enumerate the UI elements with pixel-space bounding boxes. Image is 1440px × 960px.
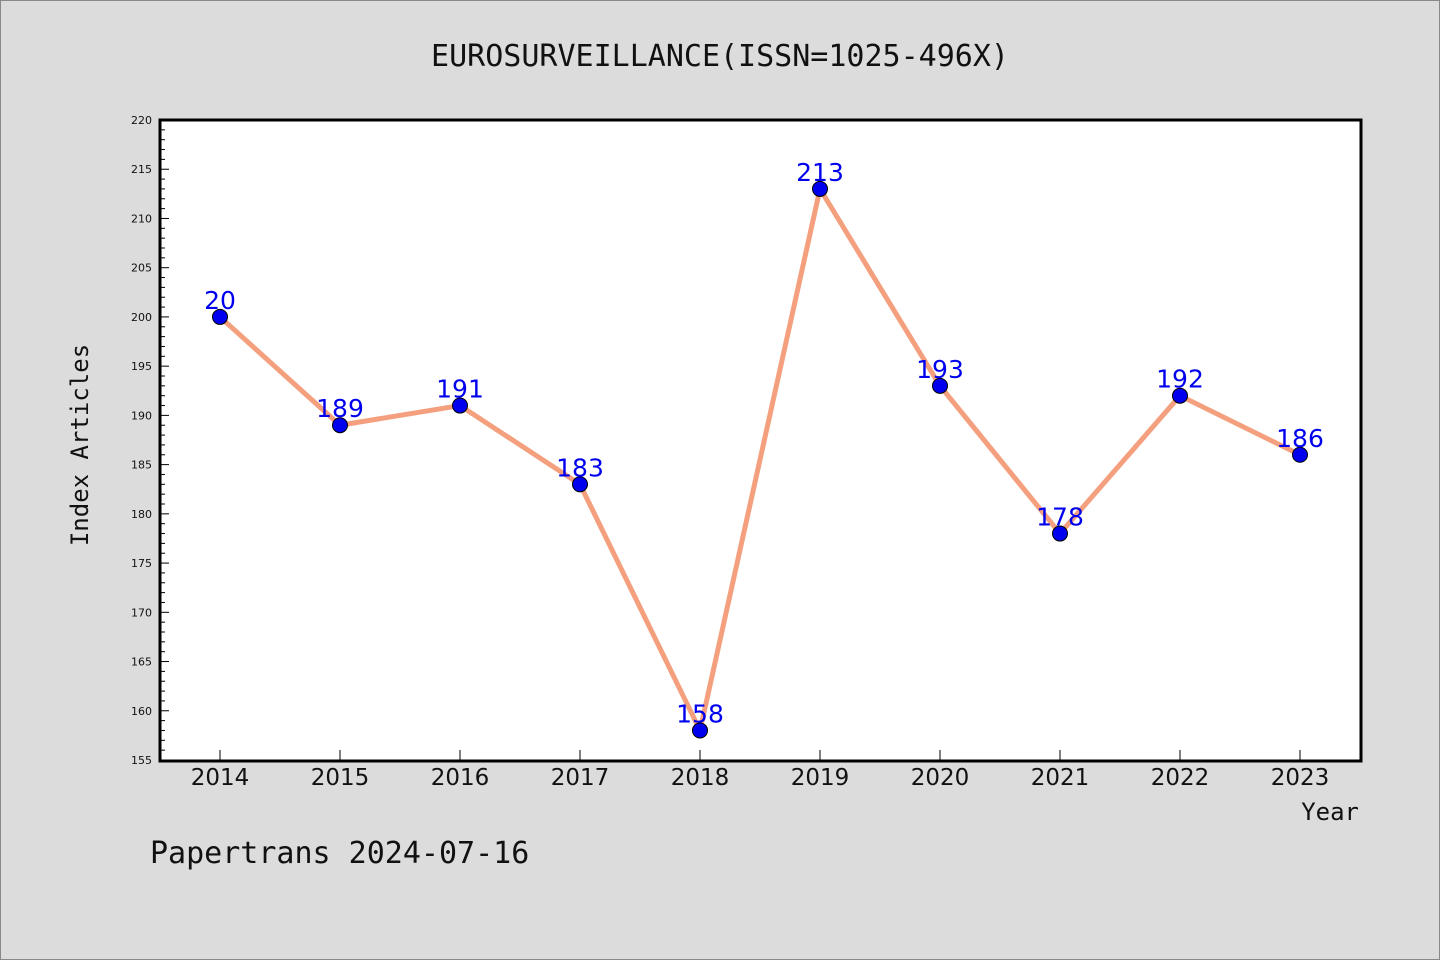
data-label: 186 <box>1276 424 1324 453</box>
y-axis-label: Index Articles <box>66 344 94 546</box>
x-tick-label: 2022 <box>1151 765 1210 791</box>
data-label: 20 <box>204 286 236 315</box>
x-tick-label: 2015 <box>311 765 370 791</box>
y-tick-label: 195 <box>131 360 152 373</box>
data-label: 213 <box>796 158 844 187</box>
y-tick-label: 165 <box>131 656 152 669</box>
data-point <box>572 476 588 493</box>
footer-watermark: Papertrans 2024-07-16 <box>150 836 529 871</box>
y-tick-label: 170 <box>131 606 152 619</box>
data-point <box>692 722 708 739</box>
x-tick-label: 2021 <box>1031 765 1090 791</box>
y-tick-label: 210 <box>131 212 152 225</box>
chart-title: EUROSURVEILLANCE(ISSN=1025-496X) <box>431 39 1009 74</box>
x-axis: 2014 2015 2016 2017 2018 2019 2020 2021 2022 2023 <box>191 750 1330 791</box>
data-point <box>212 308 228 325</box>
data-label: 178 <box>1036 503 1084 532</box>
data-label: 193 <box>916 355 964 384</box>
y-tick-label: 205 <box>131 262 152 275</box>
x-tick-label: 2020 <box>911 765 970 791</box>
series-index-articles: 20 189 191 183 158 213 193 178 192 186 <box>204 158 1324 739</box>
plot-area <box>158 118 1363 763</box>
series-line <box>218 186 1302 733</box>
x-tick-label: 2018 <box>671 765 730 791</box>
x-tick-label: 2016 <box>431 765 490 791</box>
y-tick-label: 160 <box>131 705 152 718</box>
data-label: 183 <box>556 453 604 482</box>
y-tick-label: 155 <box>131 754 152 767</box>
data-label: 191 <box>436 375 484 404</box>
data-point <box>452 397 468 414</box>
y-tick-label: 220 <box>131 114 152 127</box>
y-axis: 155 160 165 170 175 180 185 190 195 200 205 210 215 2… <box>131 114 169 767</box>
data-label: 158 <box>676 699 724 728</box>
data-point <box>1172 387 1188 404</box>
y-tick-label: 185 <box>131 459 152 472</box>
y-tick-label: 215 <box>131 163 152 176</box>
x-tick-label: 2023 <box>1271 765 1330 791</box>
x-axis-label: Year <box>1301 798 1359 826</box>
data-point <box>812 180 828 197</box>
data-point <box>932 377 948 394</box>
data-label: 189 <box>316 394 364 423</box>
data-label: 192 <box>1156 365 1204 394</box>
x-tick-label: 2014 <box>191 765 250 791</box>
y-tick-label: 175 <box>131 557 152 570</box>
y-tick-label: 180 <box>131 508 152 521</box>
data-point <box>332 417 348 434</box>
x-tick-label: 2017 <box>551 765 610 791</box>
y-tick-label: 200 <box>131 311 152 324</box>
data-point <box>1052 525 1068 542</box>
data-point <box>1292 446 1308 463</box>
x-tick-label: 2019 <box>791 765 850 791</box>
y-tick-label: 190 <box>131 409 152 422</box>
